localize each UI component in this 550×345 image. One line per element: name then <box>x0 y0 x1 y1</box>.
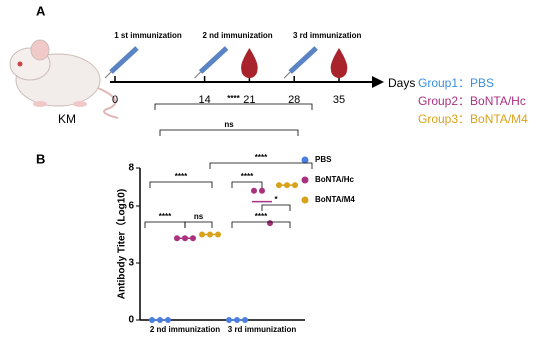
data-point <box>149 317 155 323</box>
data-point <box>226 317 232 323</box>
syringe <box>288 46 318 74</box>
data-point <box>174 235 180 242</box>
needle <box>283 71 291 79</box>
data-point <box>207 231 213 238</box>
significance-bracket <box>261 204 291 211</box>
data-point <box>234 317 240 323</box>
timeline-tick-label: 0 <box>112 94 118 106</box>
significance-bracket <box>159 129 299 136</box>
significance-label: **** <box>159 212 172 221</box>
significance-label: ns <box>224 120 234 129</box>
legend-marker <box>301 156 309 164</box>
y-tick-label: 6 <box>128 201 134 212</box>
significance-bracket <box>144 221 186 228</box>
x-tick-label: 2 nd immunization <box>150 325 220 334</box>
group-legend: Group3：BoNTA/M4 <box>418 112 528 126</box>
data-point <box>292 182 298 189</box>
panel-label: A <box>36 3 46 18</box>
y-tick-label: 0 <box>128 315 134 326</box>
legend-marker <box>301 176 309 184</box>
legend-label: BoNTA/Hc <box>315 175 355 184</box>
legend-label: PBS <box>315 155 332 164</box>
data-point <box>242 317 248 323</box>
legend-label: BoNTA/M4 <box>315 195 355 204</box>
blood-drop <box>330 48 348 78</box>
data-point <box>165 317 171 323</box>
timeline-tick-label: 14 <box>198 94 210 106</box>
x-tick-label: 3 rd immunization <box>228 325 297 334</box>
strain-label: KM <box>58 112 76 126</box>
y-tick-label: 3 <box>128 258 134 269</box>
data-point <box>259 187 265 194</box>
needle <box>104 71 112 79</box>
mouse-illustration <box>9 39 119 119</box>
group-legend: Group2：BoNTA/Hc <box>418 94 526 108</box>
data-point <box>182 235 188 242</box>
syringe <box>109 46 139 74</box>
y-axis-label: Antibody Titer（Log10) <box>115 189 128 299</box>
group-legend: Group1：PBS <box>418 76 494 90</box>
data-point <box>284 182 290 189</box>
significance-label: **** <box>255 153 268 162</box>
needle <box>194 71 201 79</box>
panel-label: B <box>36 151 45 166</box>
timeline-arrow <box>372 76 384 88</box>
timeline-unit: Days <box>388 76 415 90</box>
significance-label: **** <box>227 94 240 103</box>
data-point <box>157 317 163 323</box>
event-label: 2 nd immunization <box>202 31 272 40</box>
significance-bracket <box>184 221 213 228</box>
event-label: 3 rd immunization <box>293 31 362 40</box>
significance-label: **** <box>255 212 268 221</box>
timeline-tick-label: 28 <box>288 94 300 106</box>
data-point <box>276 182 282 189</box>
data-point <box>215 231 221 238</box>
timeline-tick-label: 35 <box>333 94 345 106</box>
event-label: 1 st immunization <box>114 31 182 40</box>
significance-bracket <box>209 162 313 169</box>
data-point <box>251 187 257 194</box>
data-point <box>199 231 205 238</box>
significance-bracket <box>149 181 213 188</box>
significance-label: **** <box>175 172 188 181</box>
blood-drop <box>241 48 258 78</box>
significance-bracket <box>231 181 263 188</box>
syringe <box>198 46 229 74</box>
significance-label: * <box>274 195 278 204</box>
legend-marker <box>301 196 309 204</box>
significance-label: ns <box>194 212 204 221</box>
significance-bracket <box>231 221 291 228</box>
data-point <box>190 235 196 242</box>
y-tick-label: 8 <box>128 163 134 174</box>
timeline-tick-label: 21 <box>243 94 255 106</box>
data-point <box>267 220 273 227</box>
significance-label: **** <box>241 172 254 181</box>
significance-bracket <box>154 103 313 110</box>
